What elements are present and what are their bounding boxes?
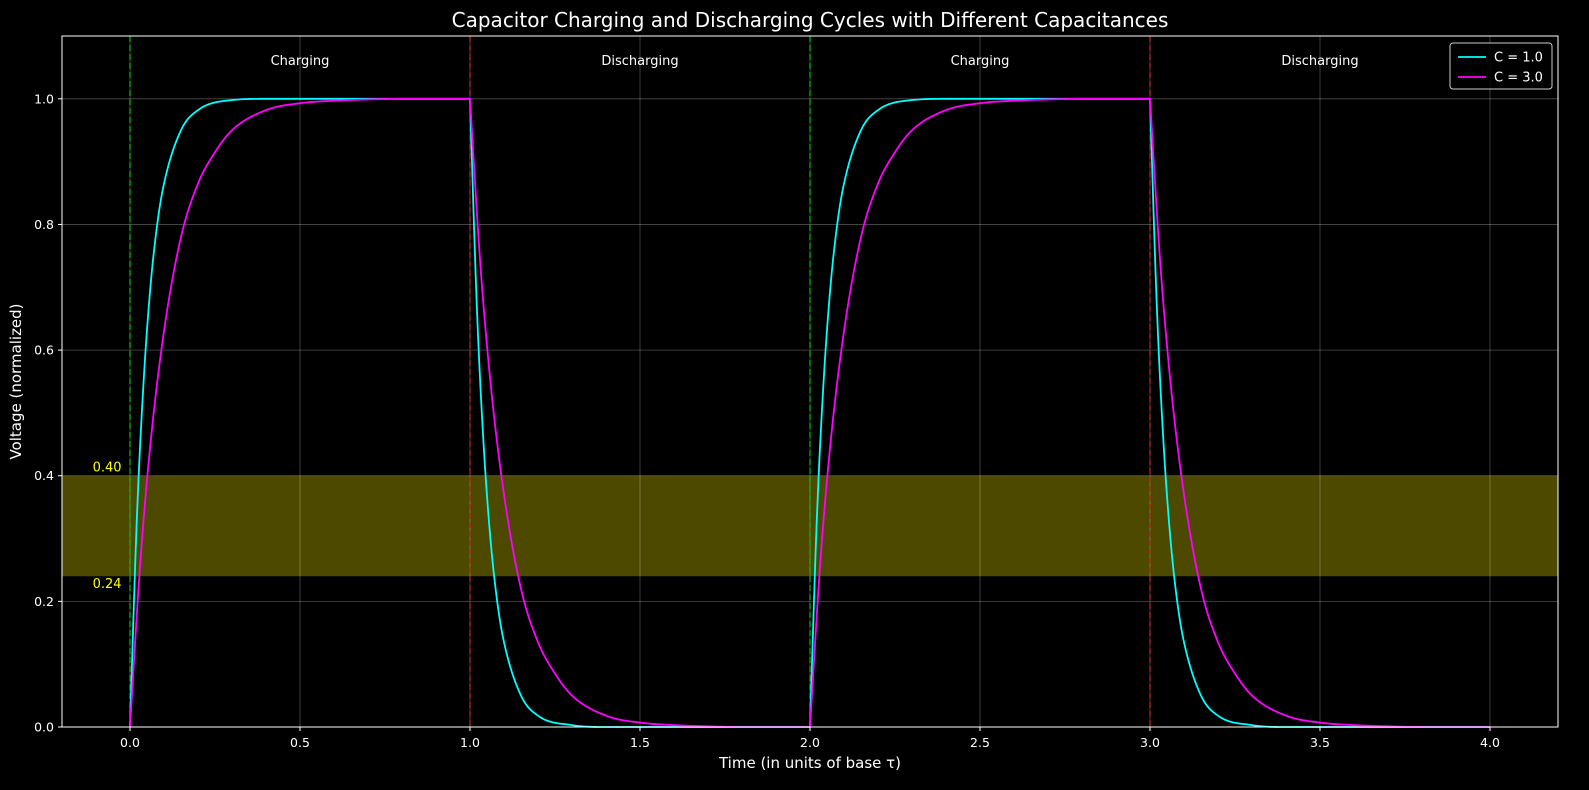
series-line-1 xyxy=(129,97,1490,728)
phase-label: Discharging xyxy=(601,54,678,69)
x-tick-label: 2.5 xyxy=(970,735,990,750)
y-tick-label: 0.4 xyxy=(34,468,54,483)
y-tick-label: 0.8 xyxy=(34,217,54,232)
x-tick-label: 1.5 xyxy=(630,735,650,750)
x-tick-label: 4.0 xyxy=(1480,735,1500,750)
x-tick-label: 1.0 xyxy=(460,735,480,750)
x-axis-title: Time (in units of base τ) xyxy=(718,754,901,772)
phase-label: Discharging xyxy=(1281,54,1358,69)
band-upper-label: 0.40 xyxy=(93,461,122,476)
chart-title: Capacitor Charging and Discharging Cycle… xyxy=(452,8,1169,32)
phase-label: Charging xyxy=(951,54,1010,69)
x-tick-label: 3.0 xyxy=(1140,735,1160,750)
x-tick-label: 0.5 xyxy=(290,735,310,750)
y-axis-title: Voltage (normalized) xyxy=(7,303,25,459)
x-tick-label: 2.0 xyxy=(800,735,820,750)
x-tick-label: 0.0 xyxy=(120,735,140,750)
y-tick-label: 0.0 xyxy=(34,720,54,735)
legend-label-1: C = 1.0 xyxy=(1494,51,1543,66)
series-line-2 xyxy=(129,97,1490,728)
y-tick-label: 1.0 xyxy=(34,91,54,106)
y-tick-label: 0.6 xyxy=(34,343,54,358)
x-tick-label: 3.5 xyxy=(1310,735,1330,750)
band-lower-label: 0.24 xyxy=(93,577,122,592)
y-tick-label: 0.2 xyxy=(34,594,54,609)
phase-label: Charging xyxy=(271,54,330,69)
legend-label-2: C = 3.0 xyxy=(1494,71,1543,86)
legend: C = 1.0 C = 3.0 xyxy=(1449,42,1553,90)
